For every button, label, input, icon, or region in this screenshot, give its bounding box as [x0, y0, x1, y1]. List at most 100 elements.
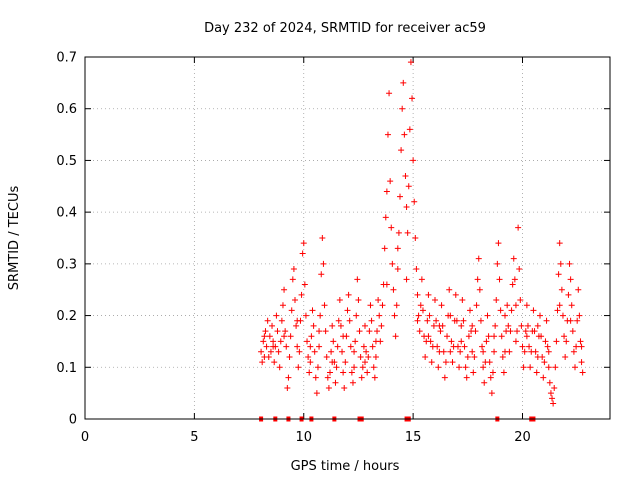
data-point	[573, 343, 580, 350]
data-point	[276, 364, 283, 371]
data-point	[390, 286, 397, 293]
data-point	[426, 312, 433, 319]
data-point	[382, 214, 389, 221]
data-point	[402, 172, 409, 179]
data-point	[404, 229, 411, 236]
data-point	[364, 369, 371, 376]
data-point	[395, 229, 402, 236]
data-point	[368, 317, 375, 324]
data-point	[547, 390, 554, 397]
data-point	[497, 307, 504, 314]
data-point	[454, 343, 461, 350]
data-point	[323, 353, 330, 360]
data-point	[458, 322, 465, 329]
data-point	[449, 359, 456, 366]
data-point	[487, 374, 494, 381]
y-tick-label: 0.7	[56, 51, 77, 66]
data-point	[511, 276, 518, 283]
data-point	[521, 348, 528, 355]
data-point	[417, 302, 424, 309]
data-point	[558, 286, 565, 293]
data-point	[295, 364, 302, 371]
data-point	[266, 333, 273, 340]
data-point	[464, 353, 471, 360]
data-point	[318, 271, 325, 278]
data-point	[313, 390, 320, 397]
data-point	[486, 359, 493, 366]
data-point	[448, 338, 455, 345]
data-point	[258, 348, 265, 355]
data-point	[483, 338, 490, 345]
data-point	[322, 328, 329, 335]
data-point	[523, 333, 530, 340]
data-point	[457, 348, 464, 355]
data-point	[407, 59, 414, 66]
data-point	[527, 364, 534, 371]
y-tick-label: 0.2	[56, 309, 77, 324]
data-point	[481, 379, 488, 386]
data-point	[314, 364, 321, 371]
data-point	[414, 291, 421, 298]
data-point	[567, 317, 574, 324]
data-point	[346, 317, 353, 324]
data-point	[428, 359, 435, 366]
data-point	[532, 348, 539, 355]
data-point	[352, 338, 359, 345]
data-point	[546, 379, 553, 386]
data-point	[512, 338, 519, 345]
data-point	[537, 312, 543, 319]
data-point	[485, 333, 492, 340]
data-point	[456, 364, 463, 371]
data-point	[299, 250, 306, 257]
data-point	[424, 317, 431, 324]
y-tick-label: 0.6	[56, 102, 77, 117]
data-point	[516, 266, 523, 273]
data-point	[400, 79, 407, 86]
data-point	[476, 286, 483, 293]
data-point	[553, 338, 560, 345]
data-point	[504, 302, 511, 309]
data-point	[337, 322, 344, 329]
data-point	[469, 348, 476, 355]
data-point	[363, 348, 370, 355]
data-point	[446, 286, 453, 293]
data-point	[301, 281, 308, 288]
data-point	[259, 359, 266, 366]
data-point	[498, 333, 505, 340]
data-point	[526, 343, 533, 350]
data-point	[434, 343, 441, 350]
data-point	[278, 317, 285, 324]
data-point	[505, 322, 512, 329]
data-point	[534, 322, 541, 329]
data-point	[405, 183, 412, 190]
data-point	[550, 400, 557, 407]
data-point	[379, 302, 386, 309]
data-point	[289, 276, 296, 283]
data-point	[412, 235, 419, 241]
data-point	[383, 188, 390, 195]
data-point	[366, 328, 373, 335]
data-point	[394, 245, 401, 252]
data-point	[341, 384, 348, 391]
x-tick-label: 0	[81, 430, 89, 445]
data-point	[401, 131, 408, 138]
data-point	[544, 343, 551, 350]
data-point	[554, 307, 561, 314]
data-point	[579, 369, 586, 376]
data-point	[488, 390, 495, 397]
data-point	[359, 364, 366, 371]
data-point	[335, 317, 342, 324]
data-point	[340, 369, 347, 376]
data-point	[493, 297, 500, 304]
data-point	[552, 364, 559, 371]
data-point	[495, 240, 502, 247]
data-point	[307, 359, 314, 366]
data-point	[311, 348, 318, 355]
data-point	[264, 317, 271, 324]
data-point	[555, 271, 562, 278]
data-point	[515, 224, 522, 231]
x-tick-label: 15	[405, 430, 422, 445]
data-point	[296, 348, 303, 355]
data-point	[489, 369, 496, 376]
